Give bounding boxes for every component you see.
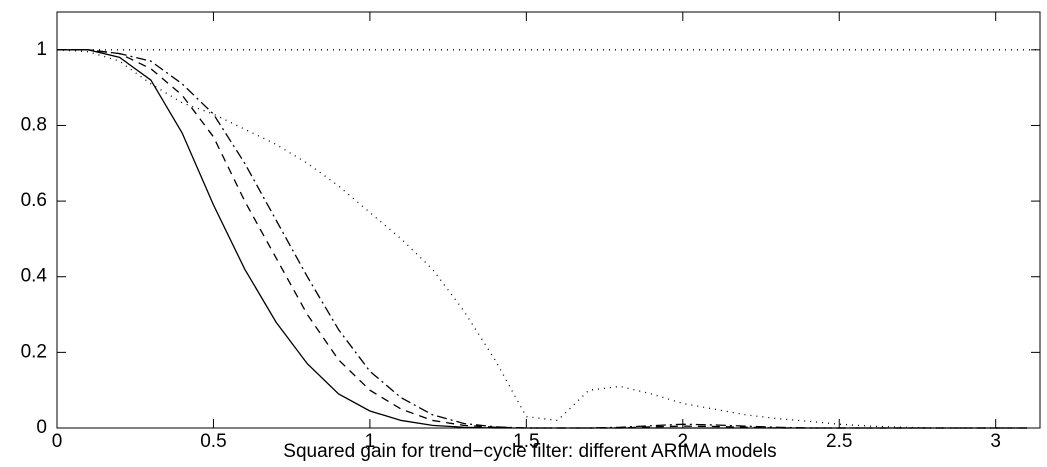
y-tick-label: 0.2 (21, 341, 47, 362)
series-line (56, 49, 1027, 429)
x-tick-label: 1 (365, 431, 376, 452)
plot-frame (56, 11, 1041, 429)
x-tick-label: 2.5 (826, 431, 852, 452)
y-tick-label: 0.4 (21, 266, 48, 287)
x-tick-label: 0 (52, 431, 63, 452)
x-tick-label: 0.5 (200, 431, 226, 452)
x-tick-label: 2 (678, 431, 689, 452)
y-tick-label: 0 (36, 417, 47, 438)
series-line (57, 49, 1027, 429)
series-line (57, 49, 1027, 429)
y-tick-label: 0.6 (21, 190, 47, 211)
series-line (57, 49, 1027, 429)
x-axis-label: Squared gain for trend−cycle filter: dif… (283, 441, 776, 462)
y-tick-label: 0.8 (21, 114, 47, 135)
y-tick-label: 1 (36, 39, 47, 60)
x-tick-label: 1.5 (513, 431, 539, 452)
x-tick-label: 3 (990, 431, 1001, 452)
